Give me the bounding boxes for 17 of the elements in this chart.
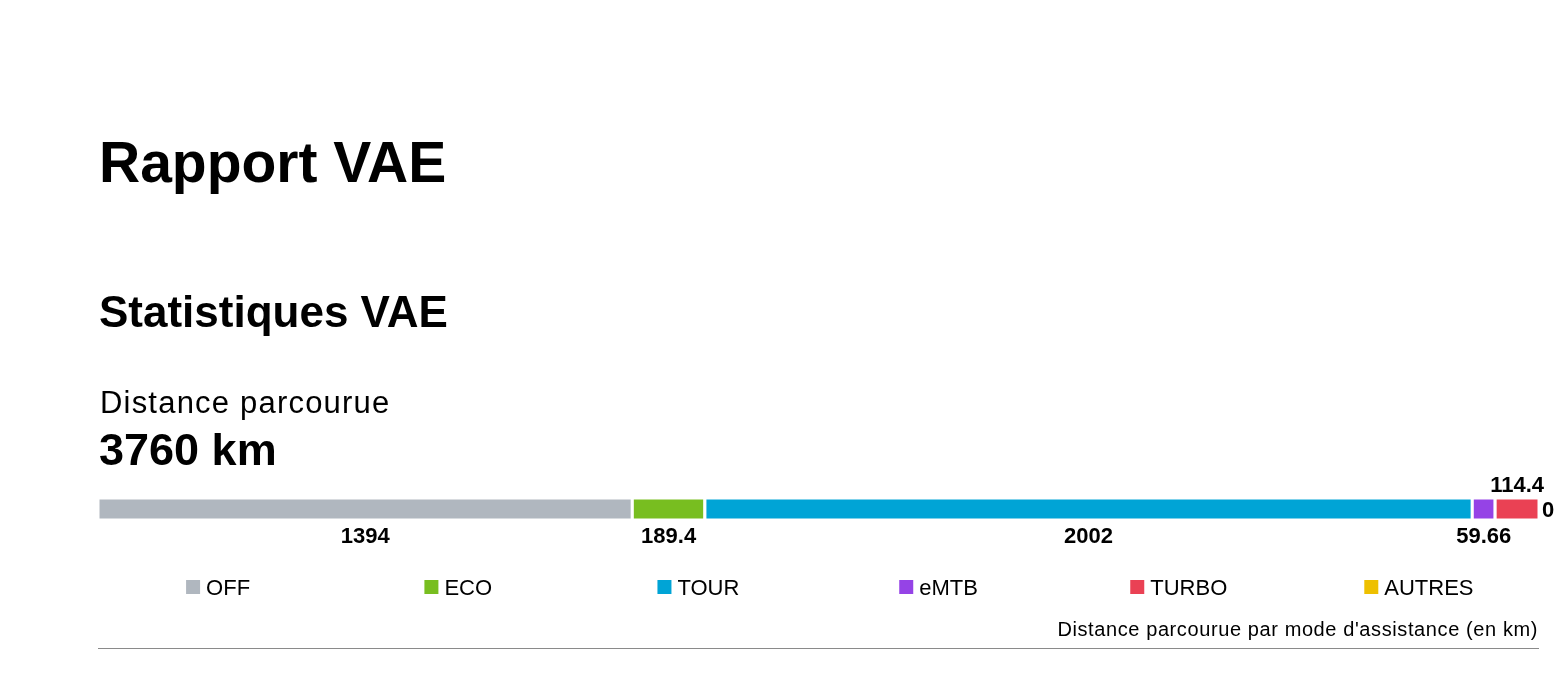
legend-label: OFF: [206, 575, 251, 600]
text: 3760 km: [99, 424, 277, 475]
text: Distance parcourue par mode d'assistance (en km): [1057, 618, 1538, 640]
chart-subtitle: Statistiques VAE: [99, 287, 448, 336]
data-label: 1394: [340, 523, 391, 548]
data-label: 59.66: [1456, 523, 1512, 548]
text: Distance parcourue: [100, 385, 391, 420]
legend-label: TURBO: [1150, 575, 1228, 600]
data-label: 114.4: [1490, 472, 1545, 497]
legend-label: eMTB: [919, 575, 978, 600]
chart-title: Rapport VAE: [99, 130, 447, 194]
data-label: 2002: [1064, 523, 1114, 548]
legend-label: AUTRES: [1384, 575, 1474, 600]
text: TOUR: [677, 575, 740, 600]
data-label: 0: [1542, 497, 1555, 522]
legend-label: ECO: [444, 575, 493, 600]
data-label: 189.4: [641, 523, 697, 548]
